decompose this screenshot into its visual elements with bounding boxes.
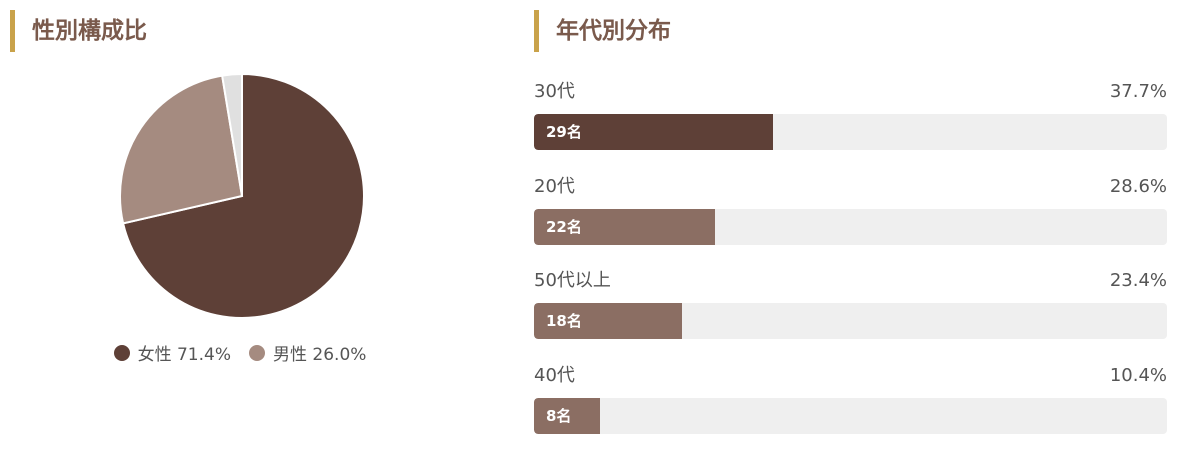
gender-pie-chart [119, 72, 365, 319]
age-bar-30s: 30代 37.7% 29名 [534, 79, 1167, 150]
age-section-title: 年代別分布 [534, 10, 671, 52]
legend-item-male: 男性 26.0% [249, 340, 366, 365]
bar-track: 18名 [534, 303, 1167, 339]
pie-slice-1 [119, 74, 244, 225]
bar-fill: 22名 [534, 209, 716, 245]
age-bar-40s: 40代 10.4% 8名 [534, 363, 1167, 434]
legend-item-female: 女性 71.4% [113, 340, 231, 365]
bar-category-label: 30代 [534, 81, 575, 102]
pie-slice-0 [121, 72, 365, 319]
bar-fill: 29名 [534, 114, 773, 150]
age-bar-20s: 20代 28.6% 22名 [534, 174, 1167, 245]
bar-percent-label: 10.4% [1109, 365, 1167, 386]
bar-percent-label: 37.7% [1109, 81, 1167, 102]
gender-legend: 女性 71.4% 男性 26.0% [90, 340, 390, 365]
pie-slice-2 [221, 72, 243, 197]
age-bar-50s-plus: 50代以上 23.4% 18名 [534, 268, 1167, 339]
legend-label-female: 女性 71.4% [137, 345, 231, 365]
bar-percent-label: 28.6% [1109, 176, 1167, 197]
bar-fill: 8名 [534, 398, 600, 434]
bar-category-label: 50代以上 [534, 270, 611, 291]
gender-section-title: 性別構成比 [10, 10, 147, 52]
bar-fill: 18名 [534, 303, 683, 339]
bar-percent-label: 23.4% [1109, 270, 1167, 291]
bar-category-label: 40代 [534, 365, 575, 386]
legend-dot-male [249, 344, 265, 361]
bar-track: 22名 [534, 209, 1167, 245]
bar-track: 29名 [534, 114, 1167, 150]
legend-dot-female [113, 344, 130, 361]
bar-track: 8名 [534, 398, 1167, 434]
legend-label-male: 男性 26.0% [273, 345, 367, 365]
bar-category-label: 20代 [534, 176, 575, 197]
